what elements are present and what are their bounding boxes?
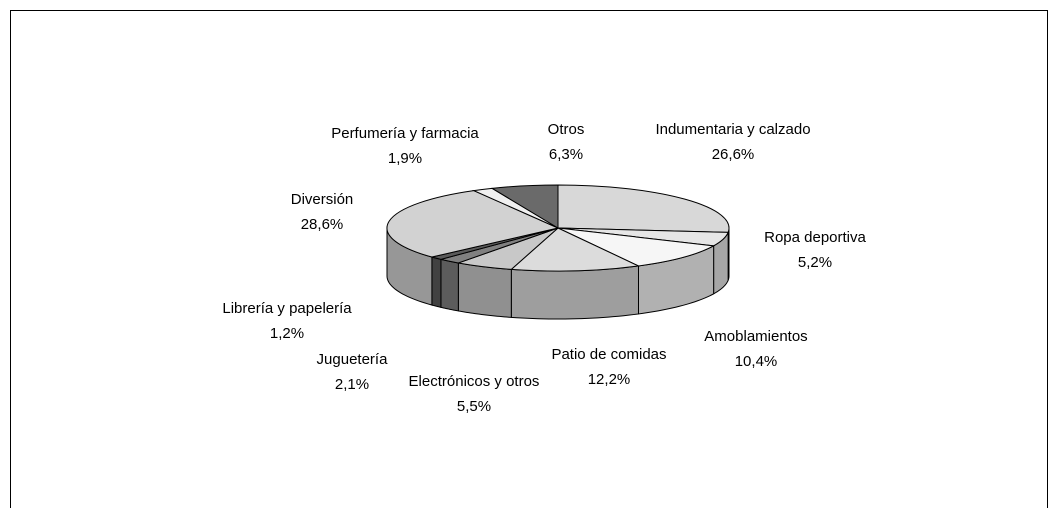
slice-label: Librería y papelería	[222, 300, 352, 317]
pie-slice-side	[431, 256, 442, 308]
slice-value-label: 12,2%	[588, 371, 631, 388]
slice-label: Perfumería y farmacia	[331, 125, 479, 142]
slice-label: Electrónicos y otros	[409, 373, 540, 390]
pie-slice	[510, 227, 641, 272]
pie-slice-side	[457, 262, 512, 318]
pie-slice	[557, 184, 730, 233]
slice-value-label: 5,5%	[457, 398, 491, 415]
pie-slice	[386, 190, 560, 258]
pie-slice-side	[440, 258, 459, 312]
slice-label: Diversión	[291, 191, 354, 208]
slice-label: Ropa deportiva	[764, 229, 866, 246]
slice-value-label: 28,6%	[301, 216, 344, 233]
pie-sides	[386, 227, 730, 320]
slice-label: Indumentaria y calzado	[655, 121, 810, 138]
slice-value-label: 1,9%	[388, 150, 422, 167]
slice-value-label: 10,4%	[735, 353, 778, 370]
slice-value-label: 6,3%	[549, 146, 583, 163]
slice-value-label: 26,6%	[712, 146, 755, 163]
slice-label: Otros	[548, 121, 585, 138]
slice-value-label: 2,1%	[335, 376, 369, 393]
chart-border	[10, 10, 1048, 508]
pie-labels: Indumentaria y calzado 26,6% Ropa deportiv…	[222, 121, 866, 415]
pie-slice	[490, 184, 559, 229]
pie-slice	[557, 227, 716, 267]
pie-slice-side	[510, 265, 639, 320]
pie-tops	[386, 184, 730, 272]
slice-value-label: 5,2%	[798, 254, 832, 271]
slice-label: Amoblamientos	[704, 328, 807, 345]
slice-label: Patio de comidas	[551, 346, 666, 363]
slice-value-label: 1,2%	[270, 325, 304, 342]
slice-label: Juguetería	[317, 351, 389, 368]
